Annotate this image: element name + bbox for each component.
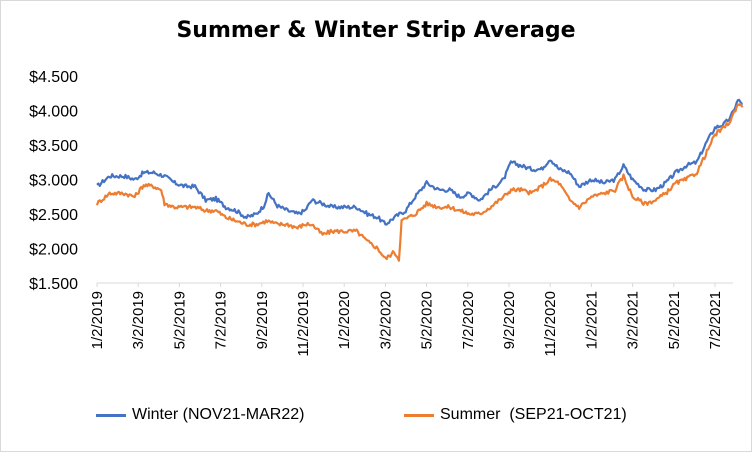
y-tick-label: $1.500 xyxy=(29,276,78,293)
x-tick-label: 7/2/2020 xyxy=(460,291,477,349)
x-tick-label: 3/2/2019 xyxy=(130,291,147,349)
legend-label-winter: Winter (NOV21-MAR22) xyxy=(132,406,305,423)
x-tick-label: 3/2/2021 xyxy=(625,291,642,349)
x-tick-label: 3/2/2020 xyxy=(377,291,394,349)
legend-label-summer: Summer (SEP21-OCT21) xyxy=(440,406,627,423)
x-tick-label: 11/2/2020 xyxy=(542,291,559,357)
y-tick-label: $3.500 xyxy=(29,138,78,155)
series-line-winter xyxy=(96,98,743,226)
legend-item-winter: Winter (NOV21-MAR22) xyxy=(96,406,304,424)
x-tick-label: 1/2/2021 xyxy=(583,291,600,349)
series-line-summer xyxy=(95,102,744,262)
x-tick-label: 5/2/2021 xyxy=(666,291,683,349)
y-tick-label: $2.500 xyxy=(29,207,78,224)
x-tick-label: 5/2/2019 xyxy=(171,291,188,349)
legend-swatch-winter xyxy=(96,413,126,417)
x-tick-label: 9/2/2020 xyxy=(501,291,518,349)
x-tick-label: 11/2/2019 xyxy=(295,291,312,357)
y-tick-label: $4.500 xyxy=(29,69,78,86)
x-tick-label: 1/2/2020 xyxy=(336,291,353,349)
x-tick-label: 5/2/2020 xyxy=(419,291,436,349)
chart-title: Summer & Winter Strip Average xyxy=(176,18,576,43)
y-tick-label: $4.000 xyxy=(29,104,78,121)
x-tick-label: 9/2/2019 xyxy=(254,291,271,349)
legend-item-summer: Summer (SEP21-OCT21) xyxy=(404,406,627,424)
x-tick-label: 7/2/2019 xyxy=(213,291,230,349)
y-tick-label: $2.000 xyxy=(29,242,78,259)
legend: Winter (NOV21-MAR22) Summer (SEP21-OCT21… xyxy=(0,406,752,430)
x-tick-label: 1/2/2019 xyxy=(89,291,106,349)
x-tick-label: 7/2/2021 xyxy=(707,291,724,349)
legend-swatch-summer xyxy=(404,413,434,417)
y-tick-label: $3.000 xyxy=(29,173,78,190)
